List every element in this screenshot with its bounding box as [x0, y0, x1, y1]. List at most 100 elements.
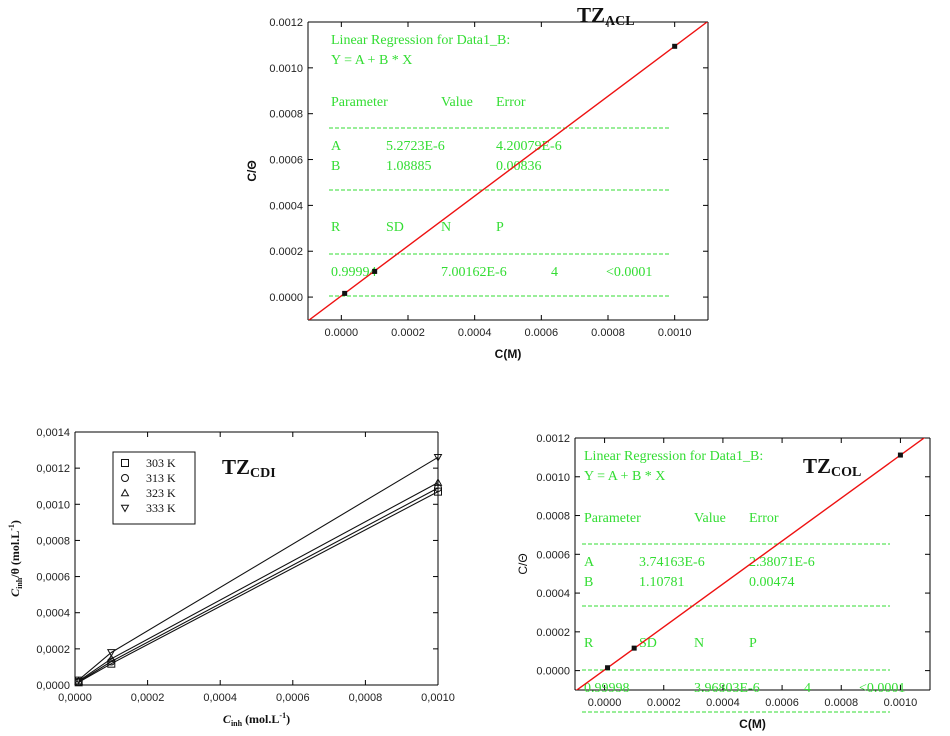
chart-title: TZCOL	[803, 454, 861, 480]
param-header: Value	[694, 511, 726, 526]
param-cell: 4.20079E-6	[496, 139, 562, 154]
series-marker	[433, 454, 443, 462]
y-tick-label: 0.0004	[269, 200, 303, 212]
x-tick-label: 0,0002	[131, 692, 165, 704]
y-axis-label: Cinh/θ (mol.L-1)	[7, 520, 24, 597]
chart-title: TZACL	[577, 3, 635, 29]
data-point	[897, 452, 903, 458]
param-cell: 3.74163E-6	[639, 555, 705, 570]
regression-box: Linear Regression for Data1_B: Y = A + B …	[582, 449, 905, 713]
series-333-K	[74, 454, 443, 685]
series-line	[78, 456, 439, 681]
y-tick-label: 0.0006	[269, 155, 303, 167]
chart-col: 0.0000 0.0002 0.0004 0.0006 0.0008 0.0010 0.00…	[516, 433, 931, 731]
x-tick-label: 0.0000	[588, 697, 622, 709]
stats-header: P	[749, 636, 757, 651]
series-line	[78, 482, 439, 682]
chart-title: TZCDI	[222, 455, 276, 481]
param-cell: 0.00836	[496, 159, 542, 174]
y-tick-label: 0.0004	[536, 588, 570, 600]
param-header: Error	[749, 511, 779, 526]
param-header: Error	[496, 95, 526, 110]
x-tick-label: 0.0006	[765, 697, 799, 709]
y-tick-label: 0.0010	[536, 472, 570, 484]
legend-marker	[121, 474, 129, 482]
regression-title: Linear Regression for Data1_B:	[584, 449, 763, 464]
y-tick-label: 0.0002	[269, 246, 303, 258]
legend-marker	[121, 459, 129, 467]
x-tick-label: 0,0000	[58, 692, 92, 704]
y-tick-label: 0.0008	[269, 109, 303, 121]
legend-label: 323 K	[146, 486, 176, 500]
stats-header: N	[441, 220, 451, 235]
y-tick-label: 0,0008	[36, 535, 70, 547]
legend-label: 333 K	[146, 501, 176, 515]
stats-cell: 3.96803E-6	[694, 681, 760, 696]
series-marker	[106, 649, 116, 658]
data-point	[372, 268, 378, 274]
legend-label: 303 K	[146, 456, 176, 470]
stats-header: N	[694, 636, 704, 651]
param-cell: B	[584, 575, 593, 590]
param-header: Parameter	[584, 511, 641, 526]
legend-marker	[120, 504, 130, 513]
series-marker	[433, 478, 443, 486]
x-tick-label: 0,0006	[276, 692, 310, 704]
y-tick-label: 0.0012	[536, 433, 570, 445]
legend-label: 313 K	[146, 471, 176, 485]
y-tick-label: 0.0002	[536, 627, 570, 639]
param-header: Value	[441, 95, 473, 110]
chart-cdi: 0,0000 0,0002 0,0004 0,0006 0,0008 0,0010 0,00…	[7, 427, 455, 728]
param-cell: 0.00474	[749, 575, 795, 590]
chart-acl: 0.0000 0.0002 0.0004 0.0006 0.0008 0.0010 0.00…	[245, 3, 709, 361]
stats-cell: 0.99998	[584, 681, 630, 696]
stats-header: SD	[639, 636, 657, 651]
y-tick-label: 0,0006	[36, 572, 70, 584]
y-tick-label: 0.0000	[269, 292, 303, 304]
regression-equation: Y = A + B * X	[331, 53, 412, 68]
x-tick-label: 0.0008	[591, 327, 625, 339]
x-tick-label: 0,0004	[203, 692, 237, 704]
legend-marker	[120, 488, 130, 497]
x-tick-label: 0.0002	[391, 327, 425, 339]
x-tick-label: 0.0004	[458, 327, 492, 339]
param-cell: A	[331, 139, 342, 154]
regression-box: Linear Regression for Data1_B: Y = A + B …	[329, 33, 670, 297]
y-tick-label: 0.0010	[269, 63, 303, 75]
stats-header: R	[584, 636, 594, 651]
param-cell: 2.38071E-6	[749, 555, 815, 570]
param-cell: 1.10781	[639, 575, 685, 590]
x-tick-label: 0.0008	[824, 697, 858, 709]
x-tick-label: 0,0008	[349, 692, 383, 704]
y-tick-label: 0,0002	[36, 644, 70, 656]
legend-box	[112, 451, 196, 525]
y-tick-label: 0.0008	[536, 511, 570, 523]
stats-header: SD	[386, 220, 404, 235]
data-point	[605, 665, 611, 671]
x-tick-label: 0.0000	[325, 327, 359, 339]
y-tick-label: 0.0000	[536, 666, 570, 678]
stats-header: R	[331, 220, 341, 235]
y-tick-label: 0.0006	[536, 549, 570, 561]
stats-cell: 0.99994	[331, 265, 377, 280]
param-cell: 5.2723E-6	[386, 139, 445, 154]
x-tick-label: 0.0002	[647, 697, 681, 709]
x-tick-label: 0.0010	[658, 327, 692, 339]
regression-title: Linear Regression for Data1_B:	[331, 33, 510, 48]
x-tick-label: 0.0004	[706, 697, 740, 709]
series-marker	[106, 654, 116, 663]
x-axis-label: Cinh (mol.L-1)	[223, 711, 290, 728]
x-axis-label: C(M)	[739, 717, 766, 731]
series-marker	[74, 676, 83, 685]
param-cell: 1.08885	[386, 159, 432, 174]
x-tick-label: 0.0010	[884, 697, 918, 709]
series-line	[78, 491, 439, 683]
y-axis-label: C/Θ	[516, 553, 530, 574]
data-point	[631, 645, 637, 651]
y-tick-label: 0,0010	[36, 499, 70, 511]
stats-cell: 4	[551, 265, 558, 280]
series-marker	[434, 484, 442, 493]
stats-header: P	[496, 220, 504, 235]
x-tick-label: 0.0006	[525, 327, 559, 339]
